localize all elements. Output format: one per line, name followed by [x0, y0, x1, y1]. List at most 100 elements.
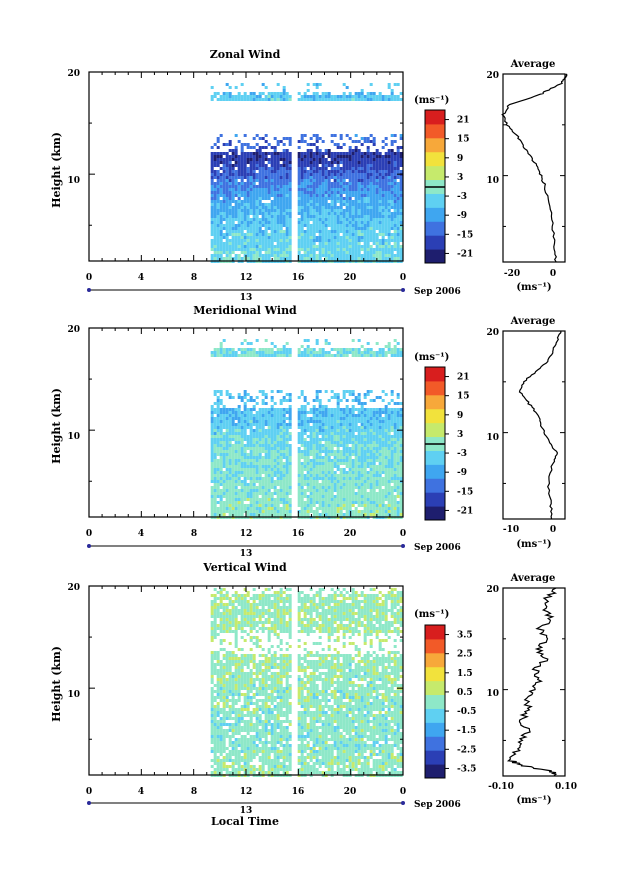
heatmap-cell [330, 200, 334, 203]
heatmap-cell [228, 197, 232, 200]
heatmap-cell [306, 351, 310, 354]
heatmap-cell [249, 348, 253, 351]
heatmap-cell [354, 182, 358, 185]
heatmap-cell [231, 233, 235, 236]
heatmap-cell [216, 233, 220, 236]
heatmap-cell [303, 98, 307, 101]
heatmap-cell [390, 140, 394, 143]
heatmap-cell [216, 218, 220, 221]
heatmap-cell [357, 468, 361, 471]
heatmap-cell [255, 414, 259, 417]
heatmap-cell [360, 209, 364, 212]
heatmap-cell [303, 95, 307, 98]
heatmap-cell [369, 185, 373, 188]
heatmap-cell [396, 182, 400, 185]
heatmap-cell [282, 242, 286, 245]
heatmap-cell [234, 182, 238, 185]
heatmap-cell [354, 501, 358, 504]
heatmap-cell [285, 495, 289, 498]
heatmap-cell [285, 489, 289, 492]
heatmap-cell [357, 239, 361, 242]
heatmap-cell [360, 444, 364, 447]
heatmap-cell [243, 239, 247, 242]
heatmap-cell [375, 218, 379, 221]
heatmap-cell [255, 173, 259, 176]
heatmap-cell [366, 197, 370, 200]
heatmap-cell [231, 348, 235, 351]
heatmap-cell [351, 170, 355, 173]
heatmap-cell [327, 351, 331, 354]
heatmap-cell [234, 450, 238, 453]
heatmap-cell [225, 92, 229, 95]
heatmap-cell [276, 441, 280, 444]
heatmap-cell [333, 348, 337, 351]
heatmap-cell [267, 257, 271, 260]
heatmap-cell [303, 414, 307, 417]
heatmap-cell [378, 245, 382, 248]
heatmap-cell [213, 417, 217, 420]
heatmap-cell [255, 224, 259, 227]
heatmap-cell [300, 435, 304, 438]
heatmap-cell [339, 182, 343, 185]
heatmap-cell [300, 227, 304, 230]
heatmap-cell [342, 438, 346, 441]
heatmap-cell [234, 86, 238, 89]
heatmap-cell [318, 426, 322, 429]
heatmap-cell [366, 182, 370, 185]
heatmap-cell [246, 197, 250, 200]
heatmap-cell [387, 185, 391, 188]
heatmap-cell [255, 158, 259, 161]
heatmap-cell [330, 215, 334, 218]
heatmap-cell [306, 155, 310, 158]
heatmap-cell [372, 182, 376, 185]
heatmap-cell [264, 351, 268, 354]
heatmap-cell [372, 212, 376, 215]
heatmap-cell [396, 257, 400, 260]
heatmap-cell [228, 513, 232, 516]
heatmap-cell [264, 402, 268, 405]
heatmap-cell [282, 200, 286, 203]
heatmap-cell [348, 233, 352, 236]
heatmap-cell [225, 230, 229, 233]
heatmap-cell [228, 501, 232, 504]
heatmap-cell [321, 480, 325, 483]
heatmap-cell [366, 474, 370, 477]
heatmap-cell [231, 504, 235, 507]
heatmap-cell [342, 212, 346, 215]
heatmap-cell [282, 450, 286, 453]
heatmap-cell [312, 414, 316, 417]
heatmap-cell [357, 251, 361, 254]
heatmap-cell [378, 489, 382, 492]
heatmap-cell [348, 411, 352, 414]
heatmap-cell [222, 423, 226, 426]
heatmap-cell [261, 462, 265, 465]
heatmap-cell [300, 465, 304, 468]
heatmap-cell [396, 197, 400, 200]
heatmap-cell [336, 164, 340, 167]
heatmap-cell [363, 492, 367, 495]
heatmap-cell [351, 242, 355, 245]
heatmap-cell [228, 393, 232, 396]
heatmap-cell [243, 218, 247, 221]
heatmap-cell [300, 486, 304, 489]
heatmap-cell [339, 245, 343, 248]
heatmap-cell [282, 224, 286, 227]
heatmap-cell [339, 230, 343, 233]
heatmap-cell [381, 188, 385, 191]
heatmap-cell [354, 480, 358, 483]
heatmap-cell [249, 498, 253, 501]
heatmap-cell [399, 152, 403, 155]
heatmap-cell [363, 456, 367, 459]
heatmap-cell [276, 456, 280, 459]
heatmap-cell [282, 432, 286, 435]
heatmap-cell [321, 486, 325, 489]
heatmap-cell [285, 351, 289, 354]
heatmap-cell [261, 447, 265, 450]
heatmap-cell [396, 152, 400, 155]
heatmap-cell [384, 486, 388, 489]
heatmap-cell [306, 143, 310, 146]
heatmap-cell [261, 257, 265, 260]
heatmap-cell [267, 185, 271, 188]
heatmap-cell [327, 188, 331, 191]
heatmap-cell [282, 179, 286, 182]
